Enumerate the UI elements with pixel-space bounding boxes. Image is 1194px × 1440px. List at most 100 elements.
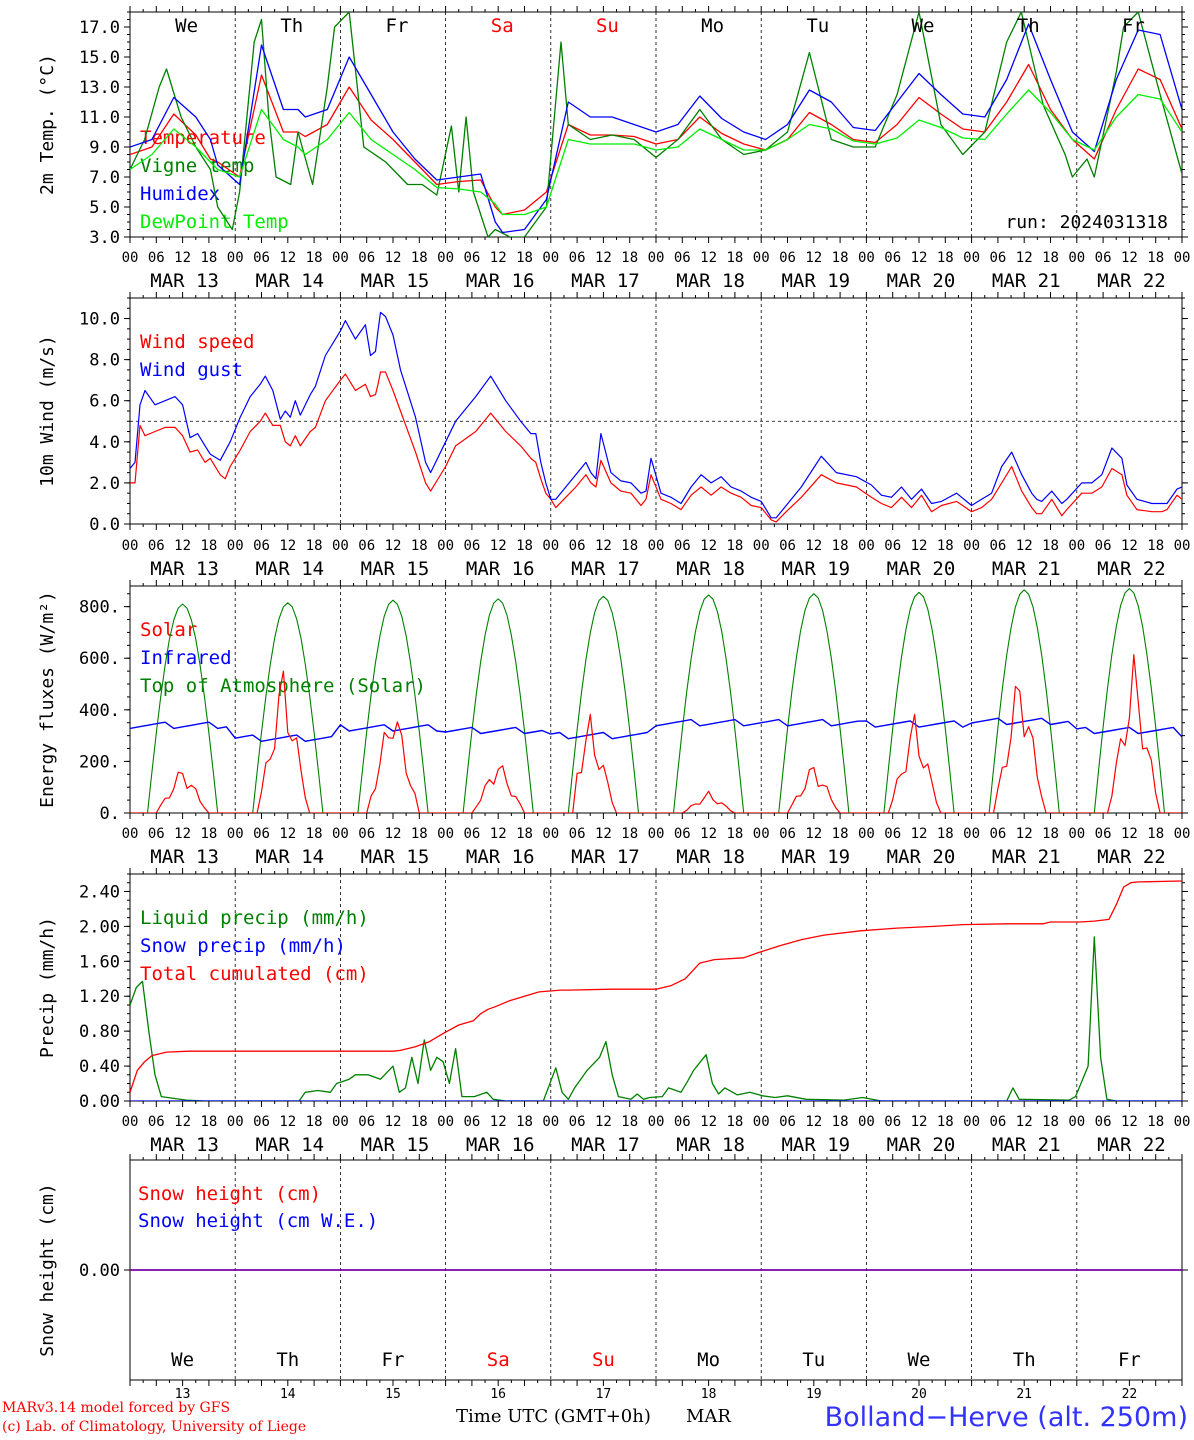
- series-line-humidex: [130, 23, 1182, 234]
- x-date-label: MAR 17: [571, 846, 640, 868]
- x-hour-label: 18: [200, 538, 217, 554]
- x-hour-label: 18: [200, 1114, 217, 1130]
- x-hour-label: 06: [989, 826, 1006, 842]
- x-hour-label: 00: [963, 1114, 980, 1130]
- x-hour-label: 06: [148, 538, 165, 554]
- y-tick-label: 13.0: [79, 78, 120, 98]
- x-hour-label: 06: [884, 1114, 901, 1130]
- x-hour-label: 06: [253, 1114, 270, 1130]
- legend-entry: Humidex: [140, 183, 220, 205]
- x-hour-label: 06: [463, 826, 480, 842]
- x-hour-label: 00: [437, 1114, 454, 1130]
- day-number: 15: [385, 1387, 401, 1402]
- x-hour-label: 06: [989, 538, 1006, 554]
- x-date-label: MAR 19: [781, 558, 850, 580]
- x-hour-label: 18: [832, 538, 849, 554]
- x-date-label: MAR 22: [1097, 270, 1166, 292]
- day-number: 20: [911, 1387, 927, 1402]
- series-line-toa-solar: [130, 588, 1182, 813]
- day-name: Th: [280, 15, 303, 37]
- x-hour-label: 00: [227, 538, 244, 554]
- day-name: Tu: [806, 15, 829, 37]
- series-line-vigne-temp: [130, 12, 1182, 237]
- x-hour-label: 00: [858, 538, 875, 554]
- x-hour-label: 18: [200, 250, 217, 266]
- day-name: Tu: [802, 1349, 825, 1371]
- x-hour-label: 06: [358, 538, 375, 554]
- series-group: [130, 880, 1182, 1101]
- x-hour-label: 12: [700, 538, 717, 554]
- x-hour-label: 18: [411, 250, 428, 266]
- day-name: Th: [1013, 1349, 1036, 1371]
- day-name: Fr: [382, 1349, 405, 1371]
- x-date-label: MAR 14: [255, 558, 324, 580]
- series-line-total-cumulated-cm-: [130, 880, 1182, 1093]
- x-hour-label: 12: [490, 826, 507, 842]
- x-hour-label: 00: [227, 826, 244, 842]
- x-date-label: MAR 16: [466, 1134, 535, 1156]
- x-hour-label: 18: [726, 1114, 743, 1130]
- day-name: Fr: [386, 15, 409, 37]
- x-hour-label: 18: [832, 826, 849, 842]
- x-hour-label: 06: [569, 250, 586, 266]
- x-hour-label: 00: [437, 538, 454, 554]
- x-hour-label: 00: [753, 826, 770, 842]
- x-hour-label: 12: [385, 538, 402, 554]
- x-hour-label: 12: [805, 1114, 822, 1130]
- x-hour-label: 12: [700, 826, 717, 842]
- series-group: [130, 588, 1182, 813]
- x-hour-label: 12: [595, 250, 612, 266]
- day-name: Th: [276, 1349, 299, 1371]
- x-hour-label: 18: [306, 538, 323, 554]
- x-date-label: MAR 21: [992, 1134, 1061, 1156]
- y-tick-label: 2.00: [79, 917, 120, 937]
- x-date-label: MAR 15: [361, 558, 430, 580]
- day-name: We: [908, 1349, 931, 1371]
- x-hour-label: 00: [542, 826, 559, 842]
- series-line-temperature: [130, 63, 1182, 216]
- series-line-dewpoint-temp: [130, 89, 1182, 216]
- x-hour-label: 00: [753, 538, 770, 554]
- x-hour-label: 18: [516, 1114, 533, 1130]
- x-hour-label: 00: [648, 538, 665, 554]
- x-hour-label: 18: [621, 538, 638, 554]
- x-hour-label: 12: [1016, 826, 1033, 842]
- x-hour-label: 00: [437, 250, 454, 266]
- day-number: 16: [490, 1387, 506, 1402]
- x-hour-label: 18: [516, 826, 533, 842]
- x-date-label: MAR 14: [255, 846, 324, 868]
- x-hour-label: 18: [832, 1114, 849, 1130]
- x-hour-label: 06: [148, 250, 165, 266]
- x-date-label: MAR 15: [361, 270, 430, 292]
- x-date-label: MAR 20: [887, 558, 956, 580]
- month-label: MAR: [686, 1406, 731, 1427]
- x-hour-label: 06: [569, 1114, 586, 1130]
- x-date-label: MAR 18: [676, 846, 745, 868]
- x-date-label: MAR 16: [466, 558, 535, 580]
- x-hour-label: 12: [490, 538, 507, 554]
- x-hour-label: 06: [358, 1114, 375, 1130]
- x-hour-label: 18: [726, 826, 743, 842]
- model-credit: MARv3.14 model forced by GFS: [2, 1400, 231, 1416]
- x-hour-label: 00: [542, 1114, 559, 1130]
- series-line-wind-speed: [130, 371, 1182, 523]
- x-date-label: MAR 13: [150, 558, 219, 580]
- day-name: We: [912, 15, 935, 37]
- y-tick-label: 15.0: [79, 48, 120, 68]
- y-tick-label: 11.0: [79, 108, 120, 128]
- x-date-label: MAR 19: [781, 270, 850, 292]
- day-number: 14: [280, 1387, 296, 1402]
- x-hour-label: 00: [332, 1114, 349, 1130]
- x-hour-label: 18: [1042, 250, 1059, 266]
- precip-panel: 0.00 0.40 0.80 1.20 1.60 2.00 2.40 Precip (mm/h…: [37, 868, 1190, 1156]
- x-hour-label: 18: [1147, 538, 1164, 554]
- series-line-wind-gust: [130, 311, 1182, 519]
- x-hour-label: 06: [1095, 538, 1112, 554]
- x-hour-label: 00: [122, 826, 139, 842]
- x-hour-label: 00: [1068, 538, 1085, 554]
- legend-entry: Vigne temp: [140, 155, 254, 177]
- x-hour-label: 12: [911, 538, 928, 554]
- x-date-label: MAR 17: [571, 270, 640, 292]
- x-hour-label: 12: [279, 538, 296, 554]
